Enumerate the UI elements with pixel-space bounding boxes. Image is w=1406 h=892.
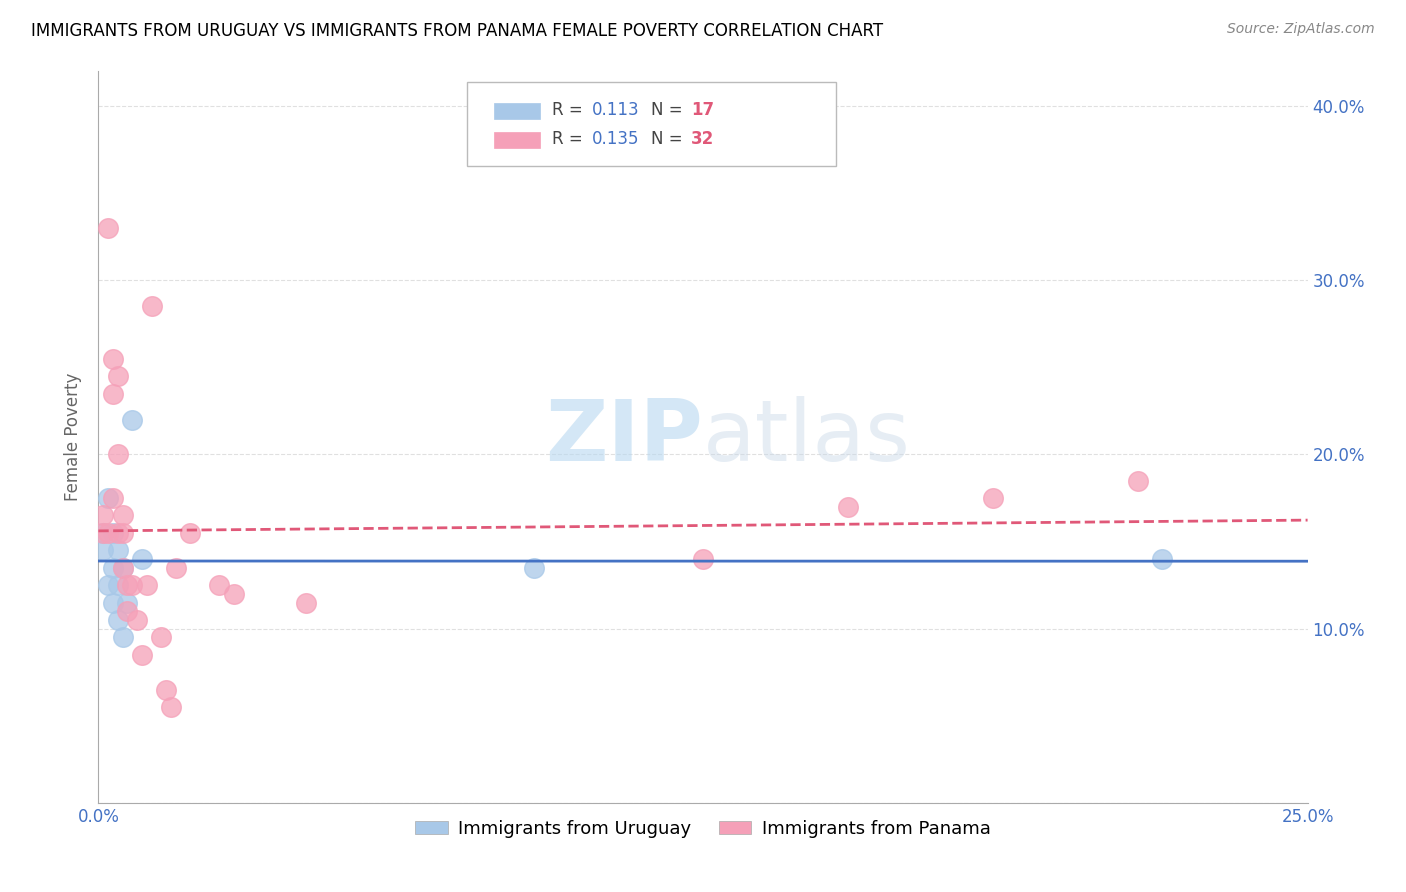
- Text: IMMIGRANTS FROM URUGUAY VS IMMIGRANTS FROM PANAMA FEMALE POVERTY CORRELATION CHA: IMMIGRANTS FROM URUGUAY VS IMMIGRANTS FR…: [31, 22, 883, 40]
- Point: [97, 525, 120, 540]
- Point: [222, 587, 245, 601]
- Point: [97, 221, 120, 235]
- Point: [111, 508, 134, 523]
- Point: [127, 613, 149, 627]
- FancyBboxPatch shape: [467, 82, 837, 167]
- Point: [107, 578, 129, 592]
- Point: [107, 448, 129, 462]
- FancyBboxPatch shape: [494, 132, 540, 148]
- Point: [101, 560, 124, 574]
- Text: R =: R =: [551, 101, 588, 120]
- Point: [117, 604, 139, 618]
- Text: R =: R =: [551, 130, 588, 148]
- Point: [91, 543, 114, 558]
- Point: [111, 631, 134, 645]
- Point: [179, 525, 201, 540]
- Point: [101, 595, 124, 609]
- Point: [91, 508, 114, 523]
- Text: atlas: atlas: [703, 395, 911, 479]
- Text: Source: ZipAtlas.com: Source: ZipAtlas.com: [1227, 22, 1375, 37]
- Text: 0.135: 0.135: [592, 130, 640, 148]
- Point: [150, 631, 173, 645]
- Point: [160, 700, 183, 714]
- Point: [121, 412, 143, 426]
- Point: [131, 648, 153, 662]
- Point: [107, 525, 129, 540]
- Legend: Immigrants from Uruguay, Immigrants from Panama: Immigrants from Uruguay, Immigrants from…: [408, 813, 998, 845]
- Point: [91, 525, 114, 540]
- Point: [208, 578, 231, 592]
- Point: [107, 369, 129, 384]
- Point: [165, 560, 187, 574]
- FancyBboxPatch shape: [494, 103, 540, 119]
- Text: N =: N =: [651, 130, 688, 148]
- Text: 17: 17: [690, 101, 714, 120]
- Point: [837, 500, 859, 514]
- Point: [101, 386, 124, 401]
- Point: [131, 552, 153, 566]
- Text: 32: 32: [690, 130, 714, 148]
- Point: [155, 682, 177, 697]
- Text: N =: N =: [651, 101, 688, 120]
- Point: [107, 543, 129, 558]
- Point: [101, 491, 124, 505]
- Point: [135, 578, 157, 592]
- Point: [91, 525, 114, 540]
- Point: [101, 351, 124, 366]
- Point: [117, 578, 139, 592]
- Point: [295, 595, 318, 609]
- Point: [121, 578, 143, 592]
- Point: [1128, 474, 1150, 488]
- Point: [107, 613, 129, 627]
- Point: [111, 525, 134, 540]
- Point: [111, 560, 134, 574]
- Y-axis label: Female Poverty: Female Poverty: [65, 373, 83, 501]
- Point: [981, 491, 1004, 505]
- Point: [97, 491, 120, 505]
- Point: [1152, 552, 1174, 566]
- Point: [111, 560, 134, 574]
- Point: [141, 300, 163, 314]
- Point: [692, 552, 714, 566]
- Point: [97, 578, 120, 592]
- Text: ZIP: ZIP: [546, 395, 703, 479]
- Text: 0.113: 0.113: [592, 101, 640, 120]
- Point: [101, 525, 124, 540]
- Point: [117, 595, 139, 609]
- Point: [523, 560, 546, 574]
